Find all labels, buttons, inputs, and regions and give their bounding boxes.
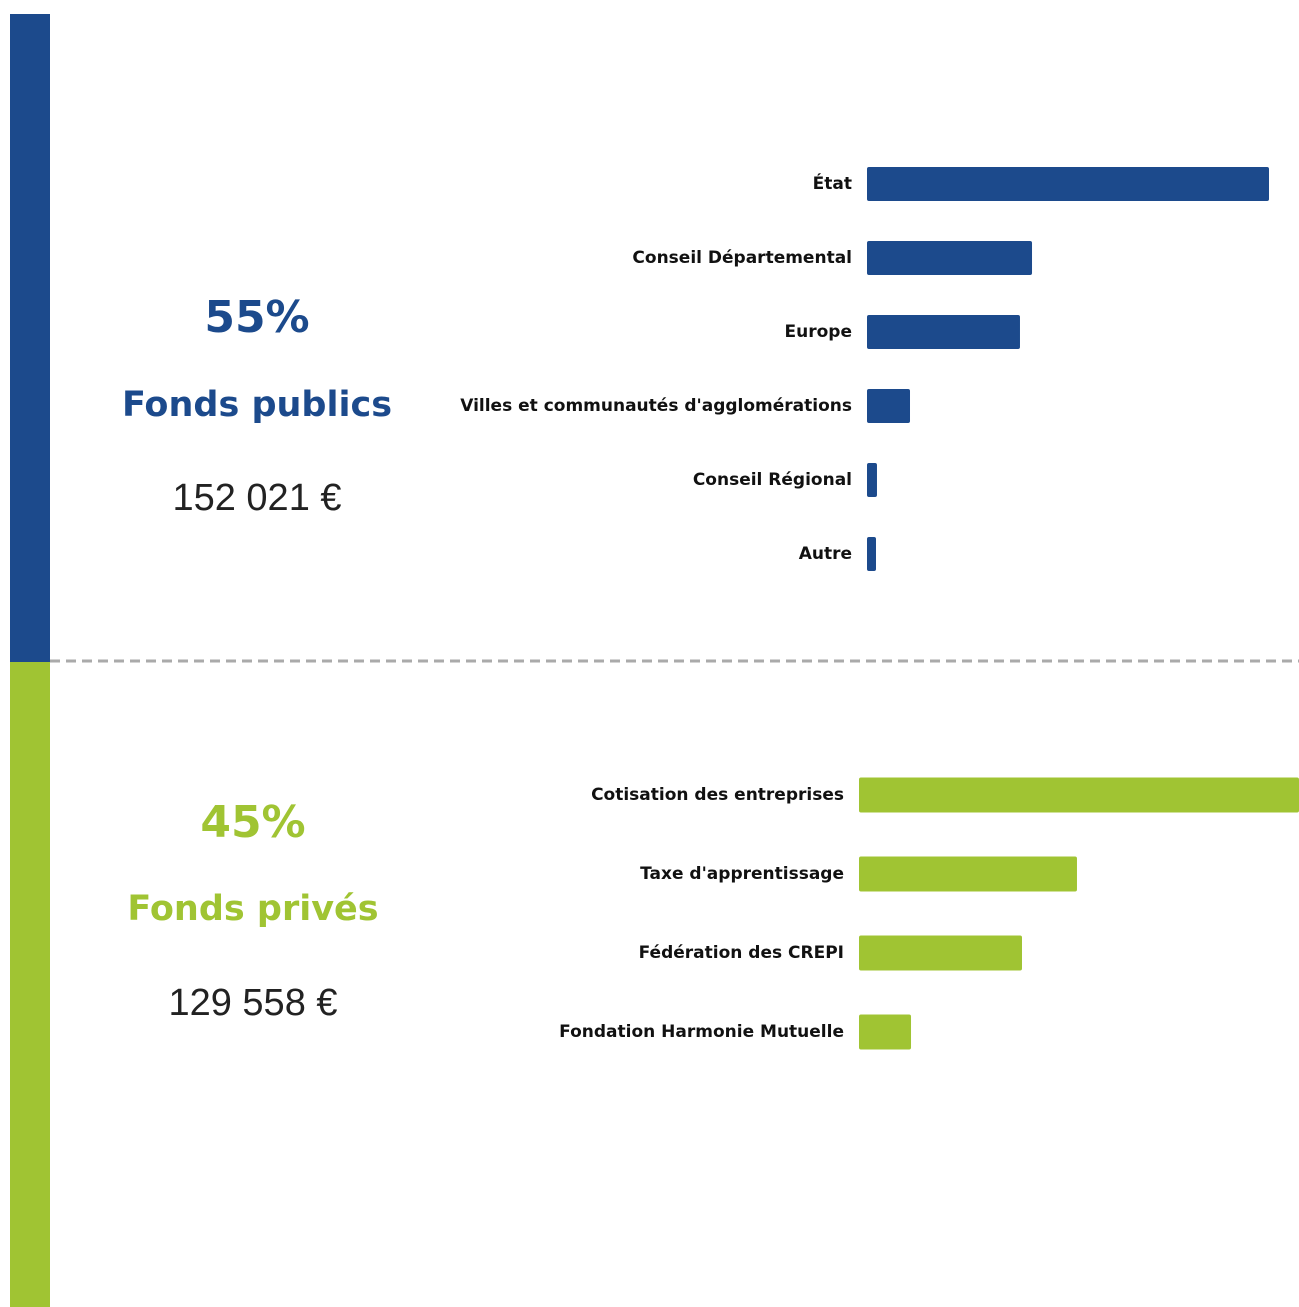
bar	[867, 463, 877, 497]
side-stripe	[10, 14, 50, 662]
bar-label: Europe	[785, 322, 852, 342]
bar	[867, 167, 1269, 201]
share: 45%	[200, 797, 305, 848]
bar	[867, 537, 877, 571]
bar-label: Villes et communautés d'agglomérations	[460, 396, 852, 416]
bar-label: Fondation Harmonie Mutuelle	[559, 1022, 844, 1042]
bar	[867, 389, 911, 423]
section-title: Fonds privés	[127, 889, 378, 929]
bar-label: Autre	[799, 544, 852, 564]
share: 55%	[204, 292, 309, 343]
bar-label: Fédération des CREPI	[639, 943, 844, 963]
section-title: Fonds publics	[122, 385, 392, 425]
bar-label: Conseil Régional	[693, 470, 852, 490]
bar	[859, 856, 1077, 892]
bar-label: Cotisation des entreprises	[591, 785, 844, 805]
bar-label: Conseil Départemental	[632, 248, 852, 268]
bar	[867, 241, 1033, 275]
bar-label: Taxe d'apprentissage	[640, 864, 844, 884]
side-stripe	[10, 662, 50, 1307]
bar	[859, 1014, 912, 1050]
bar	[867, 315, 1020, 349]
amount: 152 021 €	[172, 477, 341, 519]
bar-label: État	[813, 172, 852, 194]
amount: 129 558 €	[168, 982, 337, 1024]
bar	[859, 935, 1022, 971]
bar	[859, 777, 1299, 813]
